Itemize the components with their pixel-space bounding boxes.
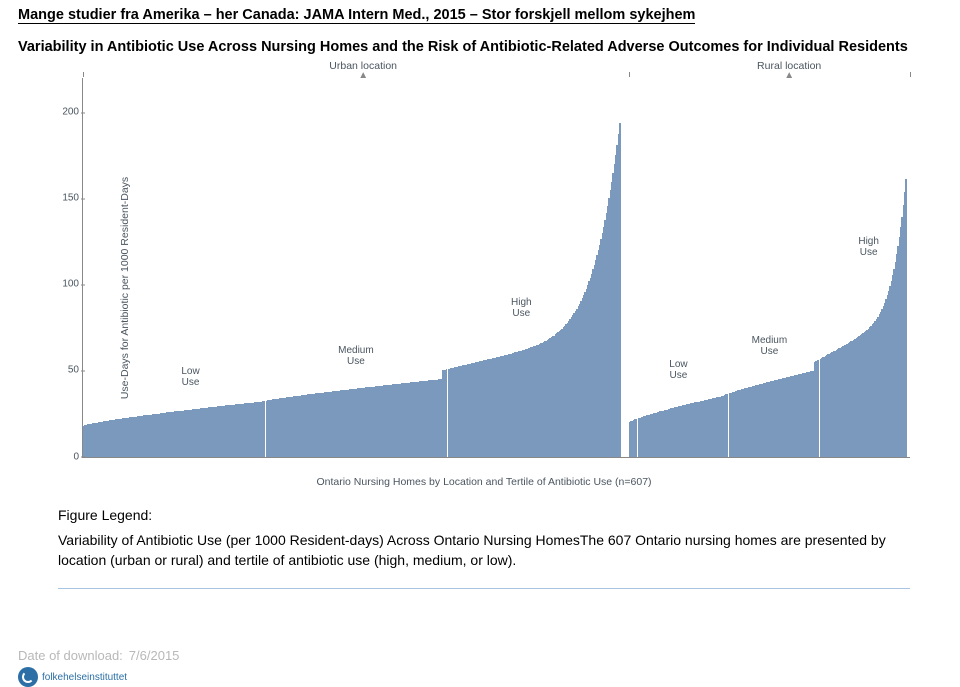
use-annotation: LowUse <box>669 359 687 381</box>
panel-tick <box>83 72 84 77</box>
use-annotation: HighUse <box>858 236 879 258</box>
download-date: 7/6/2015 <box>129 648 180 663</box>
download-label: Date of download: <box>18 648 123 663</box>
panel-label: Urban location▲ <box>329 60 397 80</box>
use-annotation: MediumUse <box>338 345 374 367</box>
logo-icon <box>18 667 38 687</box>
page-subtitle: Variability in Antibiotic Use Across Nur… <box>18 38 942 58</box>
tertile-separator <box>728 78 729 457</box>
y-tick: 150 <box>53 193 79 204</box>
tertile-separator <box>637 78 638 457</box>
use-annotation: MediumUse <box>752 335 788 357</box>
figure-legend-text: Variability of Antibiotic Use (per 1000 … <box>58 531 910 570</box>
plot-area: 050100150200LowUseMediumUseHighUseLowUse… <box>82 78 910 458</box>
tertile-separator <box>819 78 820 457</box>
panel-tick <box>910 72 911 77</box>
bar <box>905 179 906 457</box>
chart-container: Use-Days for Antibiotic per 1000 Residen… <box>58 78 910 498</box>
y-tick: 100 <box>53 279 79 290</box>
y-tick: 200 <box>53 107 79 118</box>
footer: Date of download: 7/6/2015 <box>18 648 179 663</box>
use-annotation: LowUse <box>181 366 199 388</box>
divider <box>58 588 910 589</box>
panel-label: Rural location▲ <box>757 60 821 80</box>
figure-legend-heading: Figure Legend: <box>58 506 910 526</box>
x-axis-caption: Ontario Nursing Homes by Location and Te… <box>58 476 910 488</box>
tertile-separator <box>265 78 266 457</box>
panel-tick <box>629 72 630 77</box>
y-tick: 0 <box>53 451 79 462</box>
bars-group <box>83 78 910 457</box>
bar <box>619 123 620 456</box>
tertile-separator <box>447 78 448 457</box>
y-tick: 50 <box>53 365 79 376</box>
logo-text: folkehelseinstituttet <box>42 672 127 683</box>
page-title: Mange studier fra Amerika – her Canada: … <box>18 7 695 24</box>
use-annotation: HighUse <box>511 297 532 319</box>
logo-block: folkehelseinstituttet <box>18 667 127 687</box>
